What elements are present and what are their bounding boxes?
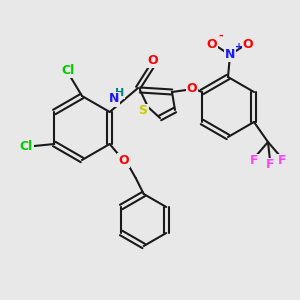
Text: +: + <box>235 42 243 52</box>
Text: S: S <box>139 104 148 118</box>
Text: Cl: Cl <box>20 140 33 152</box>
Text: O: O <box>148 53 158 67</box>
Text: Cl: Cl <box>61 64 75 76</box>
Text: N: N <box>109 92 119 106</box>
Text: N: N <box>225 47 235 61</box>
Text: F: F <box>250 154 258 167</box>
Text: O: O <box>243 38 253 52</box>
Text: F: F <box>266 158 274 172</box>
Text: O: O <box>187 82 197 94</box>
Text: O: O <box>207 38 217 52</box>
Text: F: F <box>278 154 286 167</box>
Text: H: H <box>115 88 124 98</box>
Text: -: - <box>218 31 223 41</box>
Text: O: O <box>118 154 129 166</box>
